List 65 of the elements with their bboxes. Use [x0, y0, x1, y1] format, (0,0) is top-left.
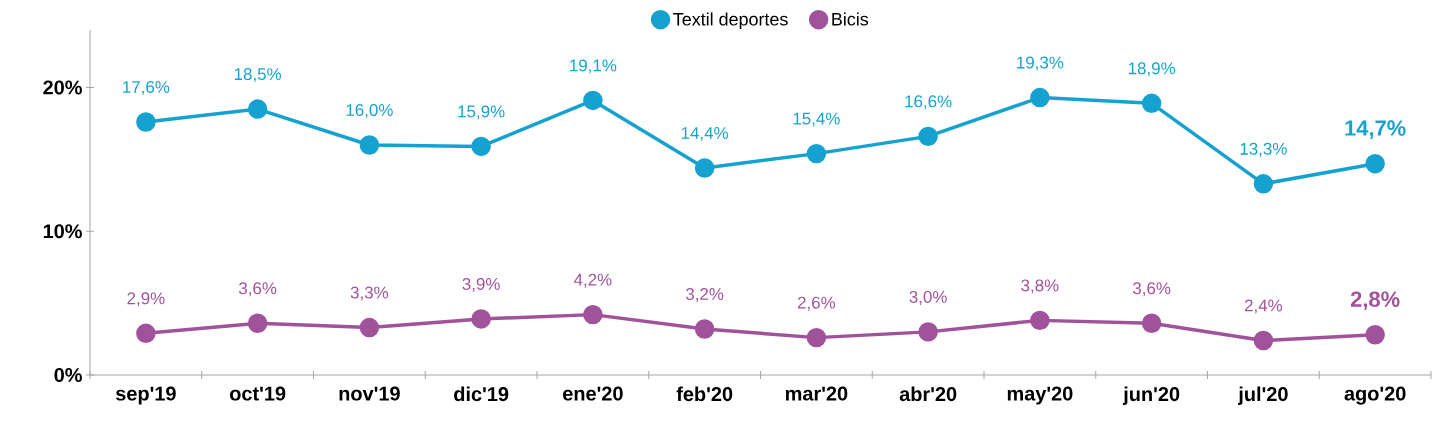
point [694, 158, 715, 178]
x-tick-label: sep'19 [115, 386, 176, 405]
x-tick-label: may'20 [1007, 386, 1073, 405]
point [583, 90, 603, 111]
data-label: 19,3% [1017, 56, 1064, 71]
point [1365, 325, 1385, 345]
data-label: 15,4% [793, 112, 840, 127]
data-label: 14,4% [681, 127, 729, 141]
data-label: 3,6% [1132, 282, 1171, 297]
y-tick-label: 20% [43, 80, 82, 95]
data-label: 16,0% [346, 104, 393, 118]
point [1141, 313, 1162, 333]
x-tick-label: dic'19 [454, 386, 509, 402]
data-label: 3,2% [685, 288, 724, 302]
data-label: 2,4% [1244, 299, 1283, 314]
x-tick-label: ene'20 [563, 386, 623, 401]
point [806, 327, 827, 348]
x-tick-label: abr'20 [899, 386, 957, 402]
point [136, 112, 156, 132]
data-label: 2,9% [127, 292, 165, 307]
point [247, 99, 268, 119]
data-label: 3,3% [350, 286, 389, 301]
data-label: 18,5% [234, 68, 282, 83]
point [1030, 87, 1050, 108]
x-tick-label: ago'20 [1344, 386, 1406, 405]
data-label: 13,3% [1240, 142, 1287, 157]
data-label: 14,7% [1345, 120, 1406, 139]
data-label: 2,6% [797, 296, 836, 311]
legend-label: Textil deportes [673, 12, 788, 30]
x-tick-label: oct'19 [230, 386, 286, 401]
legend-label: Bicis [832, 12, 869, 26]
point [471, 309, 491, 329]
data-label: 19,1% [570, 59, 617, 74]
x-tick-label: feb'20 [676, 386, 733, 402]
data-label: 3,8% [1021, 279, 1059, 294]
point [806, 143, 827, 164]
point [583, 304, 603, 325]
data-label: 3,6% [238, 282, 277, 297]
x-tick-label: jul'20 [1238, 386, 1288, 406]
data-label: 3,9% [462, 277, 500, 292]
point [1365, 153, 1385, 174]
point [471, 136, 491, 157]
y-tick-label: 0% [54, 367, 82, 383]
point [694, 319, 715, 339]
point [1253, 174, 1274, 194]
point [247, 313, 268, 333]
x-tick-label: nov'19 [339, 386, 400, 401]
x-tick-label: jun'20 [1122, 386, 1180, 406]
point [1253, 330, 1274, 351]
data-label: 3,0% [909, 290, 947, 305]
data-label: 16,6% [905, 95, 952, 110]
point [359, 135, 380, 155]
data-label: 17,6% [123, 81, 170, 95]
point [918, 322, 938, 342]
x-tick-label: mar'20 [785, 386, 848, 401]
point [1141, 93, 1162, 114]
point [136, 323, 156, 344]
point [918, 126, 938, 147]
y-tick-label: 10% [43, 224, 82, 239]
point [1030, 310, 1050, 331]
data-label: 2,8% [1350, 291, 1400, 311]
data-label: 4,2% [573, 273, 612, 288]
point [359, 317, 380, 338]
data-label: 15,9% [458, 105, 505, 120]
data-label: 18,9% [1128, 62, 1176, 77]
